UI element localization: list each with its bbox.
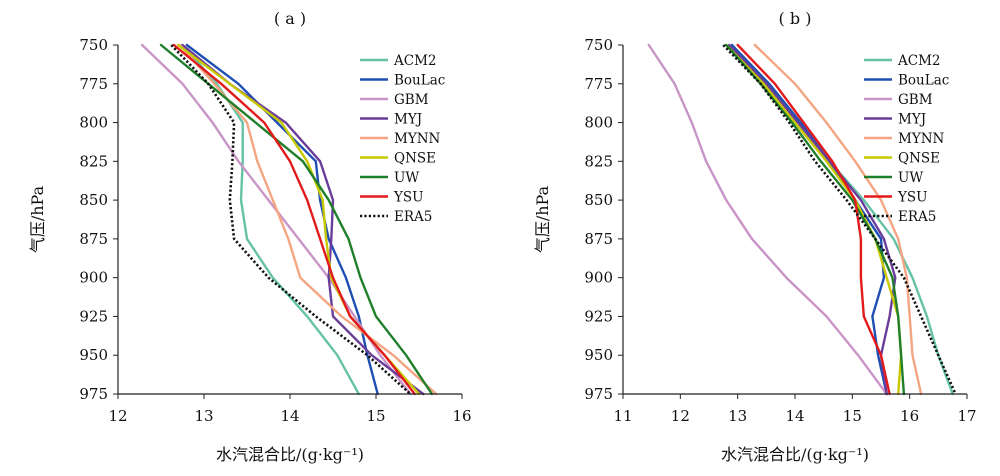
x-tick-label: 14 [280,407,299,425]
y-tick-label: 900 [584,269,613,287]
series-line-gbm [140,43,412,396]
y-tick-label: 950 [584,346,613,364]
y-tick-label: 750 [79,36,108,54]
legend-label-gbm: GBM [898,92,933,108]
y-tick-label: 950 [79,346,108,364]
legend-label-acm2: ACM2 [393,53,437,69]
series-line-boulac [730,43,888,396]
legend: ACM2 BouLac GBM MYJ MYNN QNSE UW YSU ERA5 [864,53,949,225]
legend-label-mynn: MYNN [898,131,945,147]
series-line-ysu [172,43,416,396]
series-line-qnse [176,43,421,396]
y-tick-label: 775 [584,75,613,93]
legend-label-ysu: YSU [897,190,928,206]
series-line-ysu [736,43,891,396]
legend-label-ysu: YSU [393,190,424,206]
legend-label-qnse: QNSE [898,151,940,167]
x-tick-label: 15 [843,407,862,425]
legend-label-myj: MYJ [394,112,422,128]
y-axis-title: 气压/hPa [28,185,47,253]
y-tick-label: 900 [79,269,108,287]
y-tick-label: 825 [79,152,108,170]
series-line-uw [159,43,434,396]
x-tick-label: 14 [785,407,804,425]
series-line-myj [181,43,425,396]
x-axis-title: 水汽混合比/(g·kg⁻¹) [216,445,364,464]
x-tick-label: 11 [613,407,632,425]
x-tick-label: 13 [194,407,213,425]
x-tick-label: 16 [900,407,919,425]
y-tick-label: 775 [79,75,108,93]
x-axis-title: 水汽混合比/(g·kg⁻¹) [721,445,869,464]
y-tick-label: 850 [584,191,613,209]
y-tick-label: 875 [79,230,108,248]
y-tick-label: 800 [584,114,613,132]
y-tick-label: 975 [584,385,613,403]
legend-label-myj: MYJ [898,112,926,128]
y-tick-label: 750 [584,36,613,54]
y-tick-label: 875 [584,230,613,248]
y-tick-label: 925 [79,307,108,325]
x-tick-label: 12 [671,407,690,425]
x-tick-label: 15 [366,407,385,425]
x-tick-label: 12 [108,407,127,425]
series-line-myj [727,43,897,396]
legend-label-era5: ERA5 [898,209,936,225]
series-line-mynn [753,43,923,396]
x-tick-label: 16 [452,407,471,425]
legend-label-boulac: BouLac [394,73,445,89]
x-tick-label: 17 [957,407,976,425]
legend-label-uw: UW [898,170,923,186]
legend-label-acm2: ACM2 [897,53,941,69]
legend-label-gbm: GBM [394,92,429,108]
panel-label: ( a ) [274,9,306,28]
y-axis-title: 气压/hPa [533,185,552,253]
y-tick-label: 800 [79,114,108,132]
panel-label: ( b ) [779,9,812,28]
x-tick-label: 13 [728,407,747,425]
series-line-gbm [647,43,888,396]
series-line-era5 [170,44,412,395]
y-tick-label: 850 [79,191,108,209]
legend-label-uw: UW [394,170,419,186]
series-line-uw [725,43,906,396]
y-tick-label: 925 [584,307,613,325]
y-tick-label: 825 [584,152,613,170]
legend-label-era5: ERA5 [394,209,432,225]
legend-label-mynn: MYNN [394,131,441,147]
legend: ACM2 BouLac GBM MYJ MYNN QNSE UW YSU ERA5 [360,53,445,225]
legend-label-boulac: BouLac [898,73,949,89]
legend-label-qnse: QNSE [394,151,436,167]
y-tick-label: 975 [79,385,108,403]
